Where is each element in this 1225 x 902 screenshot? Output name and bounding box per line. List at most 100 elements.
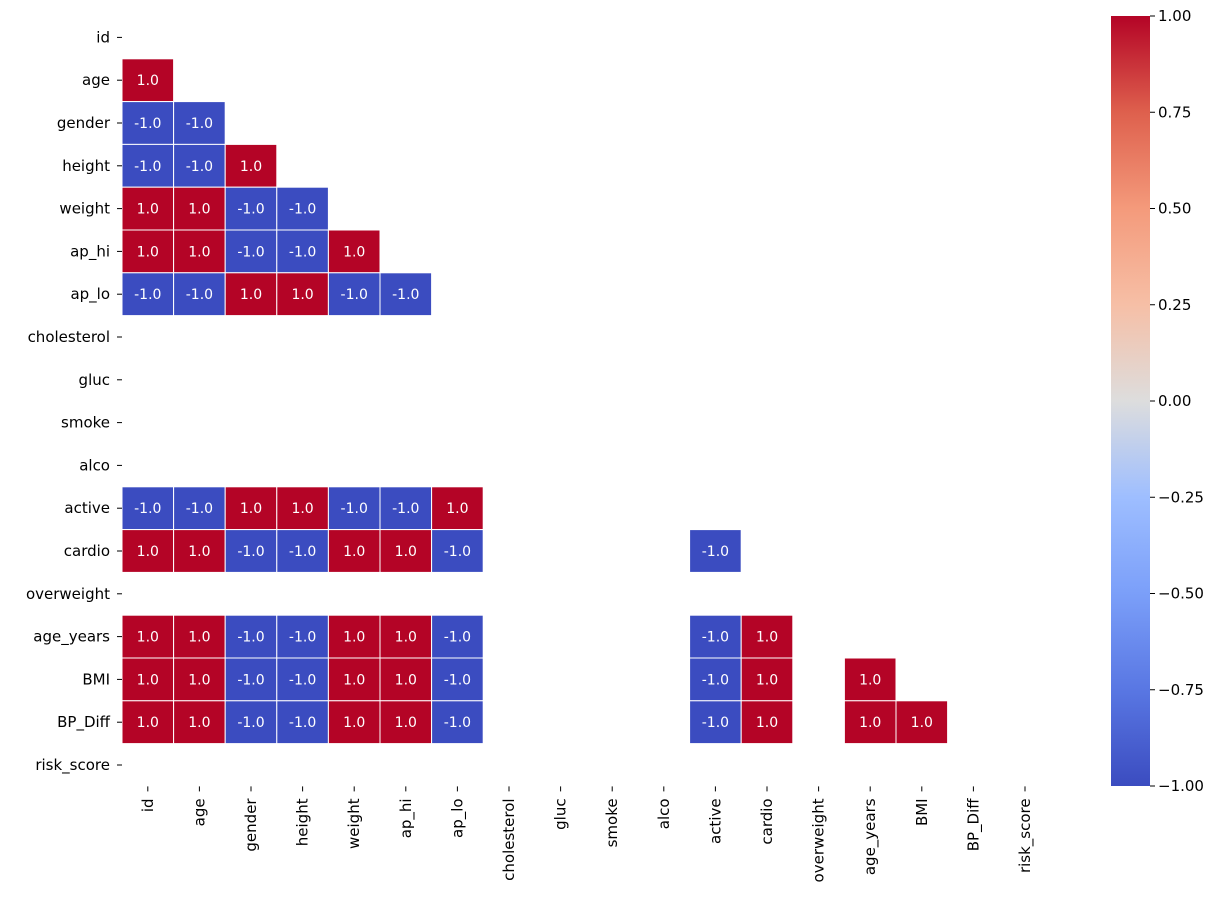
cell-annotation-BP_Diff-age: 1.0 xyxy=(188,715,210,731)
cell-annotation-active-ap_hi: -1.0 xyxy=(392,501,419,517)
heatmap-cell-ap_hi-height xyxy=(276,229,329,274)
cell-annotation-height-gender: 1.0 xyxy=(240,159,262,175)
heatmap-cell-active-age xyxy=(173,486,226,531)
heatmap-cell-ap_lo-weight xyxy=(327,272,381,317)
heatmap-cell-BMI-active xyxy=(689,657,742,702)
cell-annotation-ap_hi-age: 1.0 xyxy=(188,244,210,260)
y-tick-label-ap_hi: ap_hi xyxy=(70,242,110,261)
cell-annotation-BP_Diff-active: -1.0 xyxy=(702,715,729,731)
cell-annotation-BP_Diff-cardio: 1.0 xyxy=(756,715,778,731)
cell-annotation-age_years-ap_lo: -1.0 xyxy=(444,630,471,646)
x-tick-label-ap_hi: ap_hi xyxy=(397,798,416,838)
heatmap-cell-BP_Diff-BMI xyxy=(895,700,949,745)
heatmap-cell-BP_Diff-cardio xyxy=(740,700,794,745)
cell-annotation-ap_lo-id: -1.0 xyxy=(134,287,161,303)
cell-annotation-age_years-gender: -1.0 xyxy=(237,630,264,646)
heatmap-cell-ap_lo-ap_hi xyxy=(379,272,433,317)
cell-annotation-ap_hi-weight: 1.0 xyxy=(343,244,365,260)
x-tick-label-smoke: smoke xyxy=(603,798,621,847)
x-tick-label-gender: gender xyxy=(242,798,260,852)
cell-annotation-BMI-ap_lo: -1.0 xyxy=(444,672,471,688)
x-tick-label-BP_Diff: BP_Diff xyxy=(964,798,983,852)
cell-annotation-ap_lo-gender: 1.0 xyxy=(240,287,262,303)
y-tick-label-height: height xyxy=(62,157,110,175)
y-tick-label-BMI: BMI xyxy=(82,670,110,688)
y-tick-label-alco: alco xyxy=(79,456,110,474)
heatmap-cell-BMI-cardio xyxy=(740,657,794,702)
heatmap-cell-BMI-age xyxy=(173,657,226,702)
heatmap-cell-age_years-cardio xyxy=(740,614,794,659)
colorbar-tick-label: 0.50 xyxy=(1158,200,1191,218)
cell-annotation-height-id: -1.0 xyxy=(134,159,161,175)
y-tick-label-active: active xyxy=(64,499,110,517)
heatmap-cell-active-id xyxy=(121,486,175,531)
cell-annotation-ap_lo-weight: -1.0 xyxy=(341,287,368,303)
heatmap-cell-ap_lo-gender xyxy=(224,272,278,317)
cell-annotation-BP_Diff-BMI: 1.0 xyxy=(911,715,933,731)
cell-annotation-BMI-ap_hi: 1.0 xyxy=(395,672,417,688)
x-tick-label-height: height xyxy=(294,798,312,846)
y-tick-label-cholesterol: cholesterol xyxy=(28,328,110,346)
y-tick-label-gluc: gluc xyxy=(79,371,110,389)
heatmap-cell-age_years-ap_hi xyxy=(379,614,433,659)
cell-annotation-BMI-id: 1.0 xyxy=(137,672,159,688)
cell-annotation-active-ap_lo: 1.0 xyxy=(446,501,468,517)
cell-annotation-BP_Diff-age_years: 1.0 xyxy=(859,715,881,731)
heatmap-cell-age_years-ap_lo xyxy=(431,614,484,659)
cell-annotation-cardio-id: 1.0 xyxy=(137,544,159,560)
colorbar-tick-label: 0.75 xyxy=(1158,103,1191,121)
cell-annotation-BP_Diff-gender: -1.0 xyxy=(237,715,264,731)
cell-annotation-weight-gender: -1.0 xyxy=(237,202,264,218)
colorbar: 1.00 0.75 0.50 0.25 0.00 −0.25 −0.50 −0.75 −1.00 xyxy=(1111,7,1204,795)
y-tick-label-cardio: cardio xyxy=(64,542,110,560)
heatmap-cell-BP_Diff-weight xyxy=(327,700,381,745)
cell-annotation-age_years-age: 1.0 xyxy=(188,630,210,646)
heatmap-cell-BP_Diff-age xyxy=(173,700,226,745)
cell-annotation-ap_hi-height: -1.0 xyxy=(289,244,316,260)
cell-annotation-BMI-active: -1.0 xyxy=(702,672,729,688)
heatmap-cell-BMI-ap_lo xyxy=(431,657,484,702)
cell-annotation-ap_lo-height: 1.0 xyxy=(291,287,313,303)
x-tick-label-age_years: age_years xyxy=(861,798,880,875)
cell-annotation-cardio-ap_hi: 1.0 xyxy=(395,544,417,560)
y-tick-label-overweight: overweight xyxy=(26,585,110,603)
cell-annotation-weight-age: 1.0 xyxy=(188,202,210,218)
x-tick-label-alco: alco xyxy=(655,798,673,829)
cell-annotation-cardio-active: -1.0 xyxy=(702,544,729,560)
y-tick-label-age: age xyxy=(82,71,110,89)
x-tick-label-id: id xyxy=(139,798,157,812)
cell-annotation-cardio-age: 1.0 xyxy=(188,544,210,560)
x-tick-label-ap_lo: ap_lo xyxy=(448,798,467,838)
cell-annotation-weight-height: -1.0 xyxy=(289,202,316,218)
y-tick-label-weight: weight xyxy=(59,200,110,218)
x-tick-label-weight: weight xyxy=(345,798,363,849)
heatmap-cell-BMI-height xyxy=(276,657,329,702)
cell-annotation-BMI-height: -1.0 xyxy=(289,672,316,688)
y-tick-label-risk_score: risk_score xyxy=(35,756,110,775)
cell-annotation-active-id: -1.0 xyxy=(134,501,161,517)
cell-annotation-active-weight: -1.0 xyxy=(341,501,368,517)
cell-annotation-gender-age: -1.0 xyxy=(186,116,213,132)
colorbar-tick-label: 0.25 xyxy=(1158,296,1191,314)
colorbar-tick-label: −0.50 xyxy=(1158,585,1204,603)
cell-annotation-weight-id: 1.0 xyxy=(137,202,159,218)
x-tick-label-cholesterol: cholesterol xyxy=(500,798,518,880)
heatmap-cell-cardio-gender xyxy=(224,529,278,573)
cell-annotation-BMI-weight: 1.0 xyxy=(343,672,365,688)
x-axis: id age gender height weight ap_hi ap_lo cholest… xyxy=(139,786,1035,882)
heatmap-cell-weight-height xyxy=(276,186,329,231)
cell-annotation-BMI-age: 1.0 xyxy=(188,672,210,688)
cell-annotation-BP_Diff-ap_hi: 1.0 xyxy=(395,715,417,731)
cell-annotation-active-gender: 1.0 xyxy=(240,501,262,517)
cell-annotation-age_years-id: 1.0 xyxy=(137,630,159,646)
heatmap-cell-ap_lo-age xyxy=(173,272,226,317)
cell-annotation-age_years-active: -1.0 xyxy=(702,630,729,646)
heatmap-cell-age-id xyxy=(121,58,175,103)
heatmap-cell-ap_hi-age xyxy=(173,229,226,274)
heatmap-annotations: 1.0 -1.0 -1.0 -1.0 -1.0 1.0 1.0 1.0 -1.0 -1.0 1.0 1… xyxy=(134,73,933,731)
heatmap-cell-BMI-age_years xyxy=(843,657,897,702)
heatmap-cell-height-gender xyxy=(224,143,278,188)
colorbar-tick-label: 0.00 xyxy=(1158,392,1191,410)
cell-annotation-BP_Diff-id: 1.0 xyxy=(137,715,159,731)
cell-annotation-active-age: -1.0 xyxy=(186,501,213,517)
